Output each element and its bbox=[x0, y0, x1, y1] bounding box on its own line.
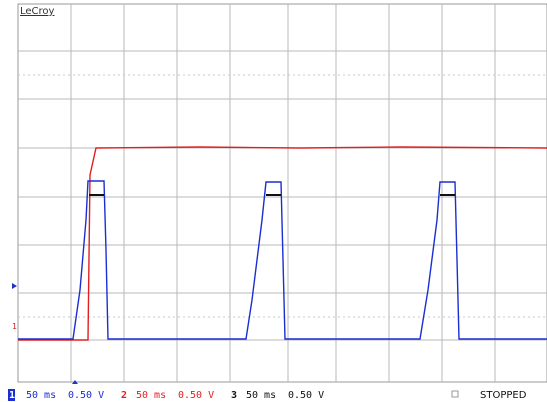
acquisition-status: STOPPED bbox=[480, 390, 527, 401]
channel-id: 1 bbox=[9, 390, 15, 401]
channel-id: 2 bbox=[121, 390, 127, 401]
graticule-frame bbox=[17, 3, 547, 383]
trace-2 bbox=[18, 146, 547, 341]
trigger-marker bbox=[12, 283, 17, 289]
timebase: 50 ms bbox=[136, 390, 166, 401]
timebase: 50 ms bbox=[26, 390, 56, 401]
channel-id: 3 bbox=[231, 390, 237, 401]
time-marker bbox=[72, 380, 78, 384]
scale: 0.50 V bbox=[178, 390, 214, 401]
status-bar: 1 50 ms 0.50 V 2 50 ms 0.50 V 3 50 ms 0.… bbox=[8, 389, 527, 401]
channel-badge bbox=[8, 389, 15, 401]
channel-marker: 1 bbox=[12, 322, 17, 331]
scale: 0.50 V bbox=[288, 390, 324, 401]
trace-1 bbox=[18, 180, 547, 340]
status-box bbox=[451, 390, 459, 398]
timebase: 50 ms bbox=[246, 390, 276, 401]
brand: LeCroy bbox=[20, 6, 55, 17]
scale: 0.50 V bbox=[68, 390, 104, 401]
